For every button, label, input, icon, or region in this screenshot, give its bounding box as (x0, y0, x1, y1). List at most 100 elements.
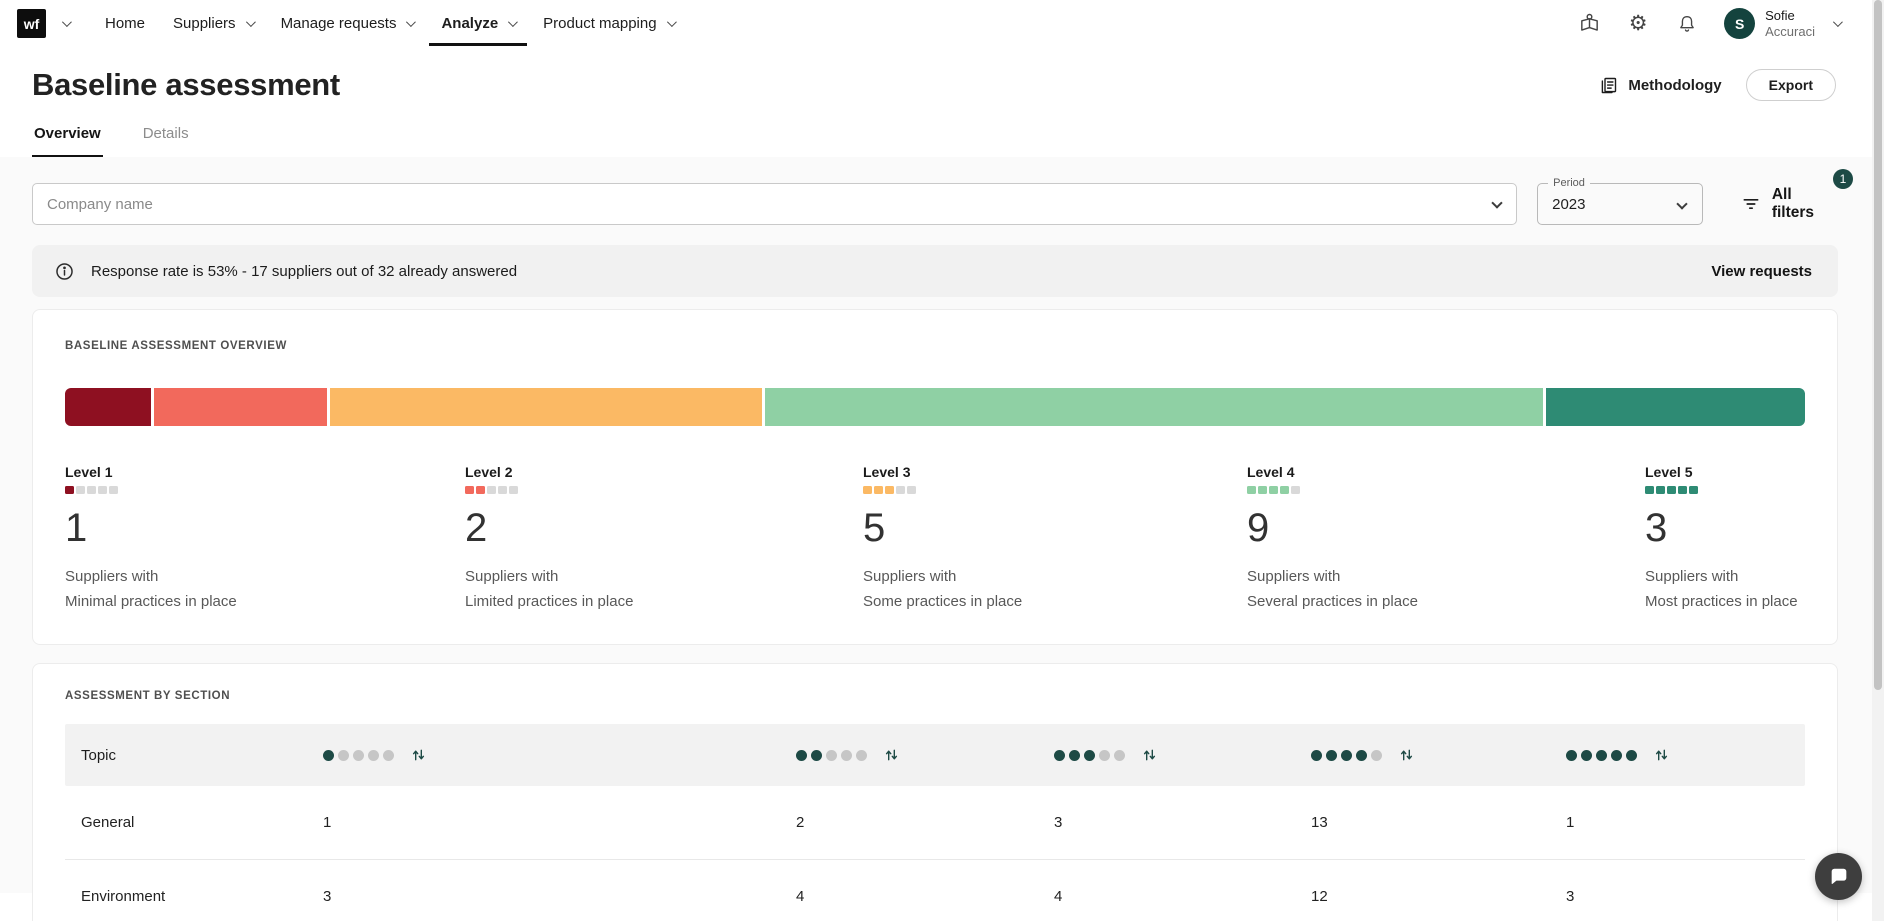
tab-overview[interactable]: Overview (32, 125, 103, 157)
main-menu: Home Suppliers Manage requests Analyze P… (105, 11, 677, 46)
dot-empty (338, 749, 349, 761)
bar-segment-level-1 (65, 388, 152, 426)
level-5-value: 1 (1566, 814, 1575, 831)
nav-item-analyze[interactable]: Analyze (429, 11, 527, 46)
topic-cell: Environment (81, 888, 166, 905)
level-name: Level 1 (65, 464, 113, 480)
dot-empty (856, 749, 867, 761)
chevron-down-icon (1676, 198, 1688, 210)
workspace-logo[interactable]: wf (17, 9, 46, 38)
indicator-square-filled (476, 486, 485, 494)
level-count: 5 (863, 506, 886, 550)
indicator-square-filled (465, 486, 474, 494)
user-menu[interactable]: S Sofie Accuraci (1724, 8, 1843, 40)
nav-item-suppliers[interactable]: Suppliers (173, 11, 256, 36)
level-count: 1 (65, 506, 88, 550)
scrollbar-thumb[interactable] (1874, 0, 1882, 690)
section-table: Topic (65, 724, 1805, 921)
indicator-square-filled (1258, 486, 1267, 494)
nav-item-manage-requests[interactable]: Manage requests (281, 11, 417, 36)
level-description: Suppliers with Most practices in place (1645, 568, 1798, 610)
nav-actions: ⚙ S Sofie Accuraci (1577, 8, 1843, 40)
level-description: Suppliers with Limited practices in place (465, 568, 634, 610)
level-2-column-header (796, 747, 1054, 763)
level-2-summary: Level 2 2 Suppliers with Limited practice… (465, 464, 863, 614)
avatar: S (1724, 8, 1756, 39)
export-button[interactable]: Export (1745, 69, 1836, 101)
indicator-square-empty (487, 486, 496, 494)
methodology-label: Methodology (1628, 76, 1722, 94)
notifications-bell-icon[interactable] (1675, 12, 1699, 36)
indicator-square-filled (1678, 486, 1687, 494)
indicator-square-empty (1291, 486, 1300, 494)
view-requests-link[interactable]: View requests (1711, 262, 1812, 280)
chat-launcher-button[interactable] (1815, 853, 1862, 900)
assessment-by-section-card: ASSESSMENT BY SECTION Topic (32, 663, 1838, 921)
tab-details[interactable]: Details (142, 125, 189, 142)
sort-icon[interactable] (1654, 747, 1669, 763)
dot-empty (368, 749, 379, 761)
learn-icon[interactable] (1577, 12, 1601, 36)
sort-icon[interactable] (884, 747, 899, 763)
level-3-value: 4 (1054, 888, 1063, 905)
period-label: Period (1548, 177, 1590, 189)
chat-bubble-icon (1831, 868, 1846, 884)
filter-row: Period 2023 All filters 1 (32, 169, 1853, 225)
level-4-column-header (1311, 747, 1566, 763)
section-card-heading: ASSESSMENT BY SECTION (65, 690, 231, 702)
indicator-square-empty (98, 486, 107, 494)
page-header: Baseline assessment Methodology Export O… (0, 47, 1884, 157)
level-count: 3 (1645, 506, 1668, 550)
dot-filled (811, 749, 822, 761)
dot-filled (1581, 749, 1592, 761)
level-3-column-header (1054, 747, 1311, 763)
bar-segment-level-4 (765, 388, 1543, 426)
period-select[interactable]: Period 2023 (1537, 177, 1703, 225)
table-row-general[interactable]: General 1 2 3 13 1 (65, 786, 1805, 860)
period-value: 2023 (1552, 195, 1586, 213)
level-name: Level 5 (1645, 464, 1693, 480)
nav-item-home[interactable]: Home (105, 11, 145, 36)
chevron-down-icon (406, 17, 417, 28)
dot-empty (826, 749, 837, 761)
indicator-square-empty (498, 486, 507, 494)
dot-filled (1084, 749, 1095, 761)
all-filters-button[interactable]: All filters 1 (1741, 169, 1853, 222)
level-dots (323, 749, 394, 761)
level-indicator (1247, 486, 1645, 494)
level-4-value: 13 (1311, 814, 1328, 831)
level-1-column-header (323, 747, 796, 763)
sort-icon[interactable] (1142, 747, 1157, 763)
filter-icon (1743, 199, 1759, 209)
workspace-chevron-down-icon[interactable] (61, 17, 72, 28)
dot-empty (1371, 749, 1382, 761)
level-name: Level 2 (465, 464, 513, 480)
level-description: Suppliers with Minimal practices in place (65, 568, 237, 610)
dot-filled (1611, 749, 1622, 761)
company-name-input[interactable] (32, 183, 1518, 225)
indicator-square-filled (65, 486, 74, 494)
indicator-square-empty (907, 486, 916, 494)
methodology-link[interactable]: Methodology (1598, 75, 1722, 96)
table-row-environment[interactable]: Environment 3 4 4 12 3 (65, 860, 1805, 921)
level-summary-row: Level 1 1 Suppliers with Minimal practice… (65, 464, 1805, 614)
indicator-square-filled (1247, 486, 1256, 494)
sort-icon[interactable] (1399, 747, 1414, 763)
active-filters-badge: 1 (1833, 169, 1853, 189)
sort-icon[interactable] (411, 747, 426, 763)
settings-gear-icon[interactable]: ⚙ (1628, 12, 1648, 35)
dot-filled (796, 749, 807, 761)
dot-filled (1341, 749, 1352, 761)
dot-filled (1626, 749, 1637, 761)
indicator-square-empty (509, 486, 518, 494)
scrollbar-track (1872, 0, 1884, 921)
indicator-square-filled (1280, 486, 1289, 494)
dot-filled (1054, 749, 1065, 761)
level-5-value: 3 (1566, 888, 1575, 905)
nav-item-product-mapping[interactable]: Product mapping (543, 11, 677, 36)
nav-item-label: Product mapping (543, 15, 657, 32)
dot-filled (1311, 749, 1322, 761)
top-nav: wf Home Suppliers Manage requests Analyz… (0, 0, 1884, 47)
nav-item-label: Analyze (441, 15, 499, 32)
company-name-select[interactable] (32, 183, 1518, 225)
